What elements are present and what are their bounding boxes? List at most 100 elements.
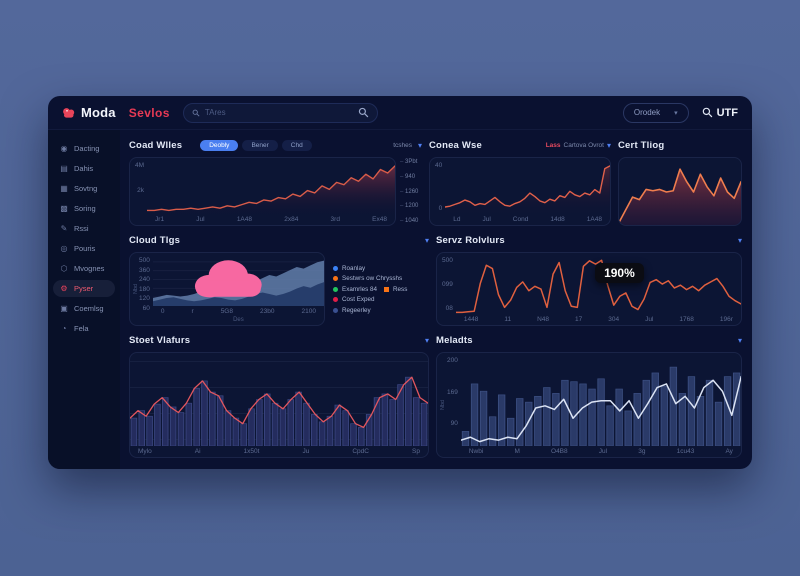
coad-area-chart (147, 158, 395, 214)
legend-item[interactable]: Roanlay (333, 265, 429, 272)
axis-tick: 17 (575, 316, 583, 323)
cert-area-chart (619, 158, 741, 225)
chevron-down-icon[interactable]: ▾ (424, 235, 429, 245)
gear-icon: ⚙ (60, 284, 68, 293)
sidebar-item-label: Pouris (74, 244, 96, 253)
sidebar-item-label: Coemlsg (74, 304, 104, 313)
x-axis-label: Des (233, 317, 244, 323)
panel-header: Meladts ▾ (436, 333, 742, 348)
axis-tick: 60 (142, 304, 150, 312)
chevron-down-icon[interactable]: ▾ (417, 140, 422, 150)
utf-search-button[interactable]: UTF (702, 107, 738, 119)
axis-tick: O4B8 (551, 448, 568, 455)
axis-tick: 200 (447, 357, 458, 364)
axis-tick: Mylo (138, 448, 152, 455)
panel-header: Servz Rolvlurs ▾ (436, 233, 742, 248)
layers-icon: ▩ (60, 204, 68, 213)
chart-icon: ▦ (60, 184, 68, 193)
axis-tick: 196r (719, 316, 733, 323)
axis-tick: 169 (447, 388, 458, 396)
search-bar[interactable] (182, 102, 378, 123)
axis-tick: Jr1 (155, 216, 165, 223)
dashboard-row-3: Stoet Vlafurs ▾ Mylo Ai 1x50t Ju CpdC Sp (129, 333, 742, 458)
legend-label: Regeerley (342, 306, 371, 314)
sidebar-item-coemlsg[interactable]: ▣ Coemlsg (53, 300, 115, 317)
axis-tick: 3Pbt (400, 159, 422, 165)
nav-title[interactable]: Sevlos (128, 105, 170, 120)
x-axis: Nwbi M O4B8 Jul 3g 1cu43 Ay (461, 446, 741, 457)
axis-tick: 360 (139, 266, 150, 274)
x-axis: Jr1 Jul 1A48 2x84 3rd Ex48 (147, 214, 395, 225)
language-dropdown[interactable]: Orodek ▾ (622, 102, 689, 123)
chevron-down-icon[interactable]: ▾ (737, 235, 742, 245)
axis-tick: Sp (412, 448, 420, 455)
sidebar-item-pouris[interactable]: ◎ Pouris (53, 240, 115, 257)
chart-card: 40 0 Ld Jul Cond 14d8 1A48 (429, 157, 611, 226)
search-input[interactable] (204, 108, 353, 117)
panel-title: Stoet Vlafurs (129, 335, 191, 346)
language-dropdown-value: Orodek (633, 108, 661, 117)
logo-text: Moda (81, 105, 116, 120)
x-axis: 0 r 5G8 23b0 2100 (153, 306, 324, 317)
sidebar-item-label: Dacting (74, 144, 100, 153)
legend-item[interactable]: Examrles 84 Ress (333, 286, 429, 293)
axis-tick: 23b0 (260, 308, 275, 315)
legend-item[interactable]: Sestwrs ow Chrysshs (333, 275, 429, 282)
axis-tick: 1040 (400, 218, 422, 224)
axis-tick: 14d8 (550, 216, 565, 223)
panel-title: Conea Wse (429, 140, 483, 151)
window-body: ◉ Dacting ▤ Dahis ▦ Sovtng ▩ Soring ✎ Rssi ◎ Pouris… (48, 130, 752, 469)
y-axis-left: 40 0 (430, 158, 445, 225)
axis-tick: 08 (445, 305, 453, 312)
chart-card (618, 157, 742, 226)
sidebar-item-sovtng[interactable]: ▦ Sovtng (53, 180, 115, 197)
chevron-down-icon[interactable]: ▾ (737, 335, 742, 345)
meladts-bar-line-chart (461, 366, 741, 446)
y-axis-label: Nbd (440, 399, 447, 411)
target-icon: ◎ (60, 244, 68, 253)
legend-item[interactable]: Regeerley (333, 307, 429, 314)
chart-card: Nbd 500 360 240 180 120 60 0 r 5G8 23b0 2100 Des (129, 252, 325, 326)
sidebar-item-dacting[interactable]: ◉ Dacting (53, 140, 115, 157)
x-axis: Mylo Ai 1x50t Ju CpdC Sp (130, 446, 428, 457)
sidebar: ◉ Dacting ▤ Dahis ▦ Sovtng ▩ Soring ✎ Rssi ◎ Pouris… (48, 130, 120, 469)
sidebar-item-fela[interactable]: ◔ Fela (53, 320, 115, 337)
legend-badge-swatch (384, 286, 389, 292)
axis-tick: 0 (438, 205, 443, 212)
legend-item[interactable]: Cost Exped (333, 296, 429, 303)
chart-filter-dropdown[interactable]: Lass Cartova Ovrot ▾ (546, 141, 611, 150)
legend-label: Sestwrs ow Chrysshs (342, 275, 403, 282)
axis-tick: 90 (450, 420, 458, 427)
panel-header: Coad Wlles Deobly Bener Chd tcshes ▾ (129, 138, 422, 153)
axis-tick: 3g (638, 448, 646, 455)
sidebar-item-rssi[interactable]: ✎ Rssi (53, 220, 115, 237)
tab-bener[interactable]: Bener (242, 140, 278, 151)
sidebar-item-mvognes[interactable]: ⬡ Mvognes (53, 260, 115, 277)
sidebar-item-soring[interactable]: ▩ Soring (53, 200, 115, 217)
panel-title: Coad Wlles (129, 140, 183, 151)
dashboard-window: Moda Sevlos Orodek ▾ (48, 96, 752, 469)
sidebar-item-pyser[interactable]: ⚙ Pyser (53, 280, 115, 297)
axis-tick: 500 (139, 257, 150, 264)
axis-tick: 2100 (301, 308, 316, 315)
axis-tick: 1260 (400, 189, 422, 195)
sidebar-item-dahis[interactable]: ▤ Dahis (53, 160, 115, 177)
search-submit-icon[interactable] (358, 107, 369, 118)
chart-card: Mylo Ai 1x50t Ju CpdC Sp (129, 352, 429, 458)
chart-period-tabs: Deobly Bener Chd (200, 140, 312, 151)
tab-deobly[interactable]: Deobly (200, 140, 239, 151)
chart-range-dropdown[interactable]: tcshes (393, 142, 412, 149)
legend-color-dot (333, 297, 338, 302)
axis-tick: 240 (139, 276, 150, 284)
tab-chd[interactable]: Chd (281, 140, 312, 151)
chart-card: Nbd 200 169 90 Nwbi M O4B8 Jul 3g 1cu43 Ay (436, 352, 742, 458)
search-icon: ◉ (60, 144, 68, 153)
axis-tick: Jul (196, 216, 205, 223)
axis-tick: Ai (194, 448, 201, 455)
chevron-down-icon[interactable]: ▾ (424, 335, 429, 345)
axis-tick: CpdC (352, 448, 369, 455)
panel-coad-wlles: Coad Wlles Deobly Bener Chd tcshes ▾ 4M 2k … (129, 138, 422, 226)
chevron-down-icon: ▾ (674, 109, 678, 117)
axis-tick: Ld (453, 216, 461, 223)
